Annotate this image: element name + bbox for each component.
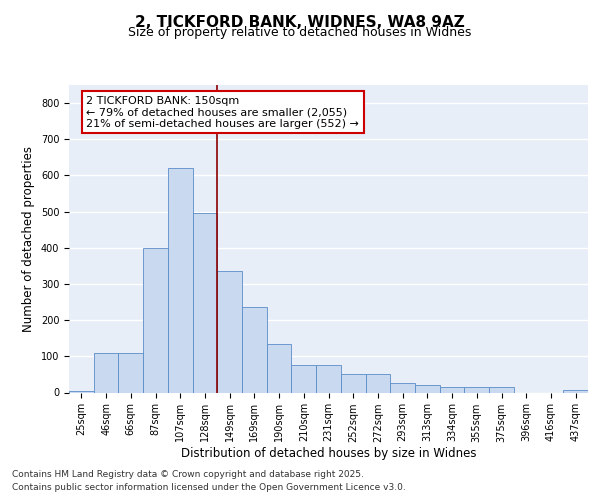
Bar — [292, 366, 316, 392]
Bar — [341, 374, 365, 392]
Bar — [563, 390, 588, 392]
Bar — [440, 387, 464, 392]
Bar — [365, 374, 390, 392]
Bar — [464, 387, 489, 392]
Bar — [143, 248, 168, 392]
Bar — [489, 387, 514, 392]
Bar — [193, 212, 217, 392]
Bar — [168, 168, 193, 392]
Text: 2 TICKFORD BANK: 150sqm
← 79% of detached houses are smaller (2,055)
21% of semi: 2 TICKFORD BANK: 150sqm ← 79% of detache… — [86, 96, 359, 129]
Bar — [316, 366, 341, 392]
Text: Size of property relative to detached houses in Widnes: Size of property relative to detached ho… — [128, 26, 472, 39]
X-axis label: Distribution of detached houses by size in Widnes: Distribution of detached houses by size … — [181, 448, 476, 460]
Text: Contains HM Land Registry data © Crown copyright and database right 2025.: Contains HM Land Registry data © Crown c… — [12, 470, 364, 479]
Bar — [415, 386, 440, 392]
Bar — [242, 308, 267, 392]
Bar — [69, 390, 94, 392]
Bar — [217, 272, 242, 392]
Bar — [267, 344, 292, 392]
Text: 2, TICKFORD BANK, WIDNES, WA8 9AZ: 2, TICKFORD BANK, WIDNES, WA8 9AZ — [135, 15, 465, 30]
Bar — [390, 384, 415, 392]
Text: Contains public sector information licensed under the Open Government Licence v3: Contains public sector information licen… — [12, 482, 406, 492]
Bar — [118, 352, 143, 393]
Bar — [94, 352, 118, 393]
Y-axis label: Number of detached properties: Number of detached properties — [22, 146, 35, 332]
